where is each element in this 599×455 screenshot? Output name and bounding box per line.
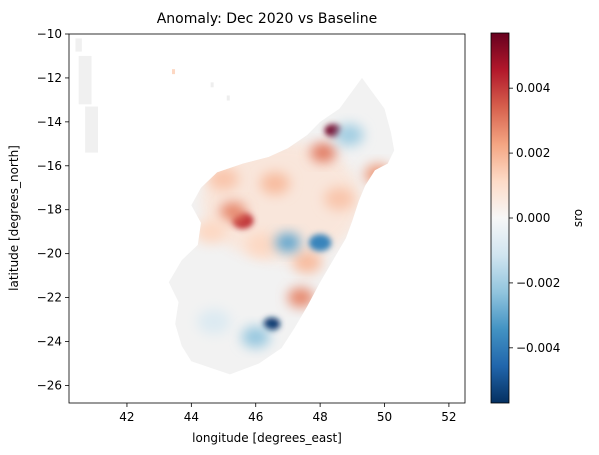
anomaly-cell-3 — [220, 202, 246, 222]
anomaly-cell-2 — [311, 143, 336, 162]
y-tick-label-3: −16 — [37, 159, 62, 173]
y-tick-label-4: −18 — [37, 203, 62, 217]
plot-area — [69, 34, 465, 403]
y-tick-label-0: −10 — [37, 27, 62, 41]
colorbar-tick-label-3: −0.002 — [516, 276, 560, 290]
chart-title: Anomaly: Dec 2020 vs Baseline — [157, 11, 378, 27]
x-tick-label-2: 46 — [248, 410, 263, 424]
coastal-strip-1 — [79, 56, 92, 104]
y-axis-label: latitude [degrees_north] — [7, 145, 21, 291]
x-tick-label-5: 52 — [441, 410, 456, 424]
colorbar-ticks: 0.004 0.002 0.000 −0.002 −0.004 — [509, 81, 560, 355]
anomaly-cell-13 — [263, 318, 280, 331]
anomaly-cell-16 — [242, 327, 270, 348]
colorbar-gradient — [491, 33, 509, 403]
anomaly-cell-9 — [324, 187, 354, 210]
y-tick-label-5: −20 — [37, 247, 62, 261]
anomaly-cell-10 — [246, 233, 278, 257]
y-tick-label-1: −12 — [37, 71, 62, 85]
colorbar-tick-label-1: 0.002 — [516, 146, 550, 160]
anomaly-cell-12 — [309, 234, 332, 251]
x-tick-label-4: 50 — [377, 410, 392, 424]
y-tick-label-7: −24 — [37, 335, 62, 349]
island-2 — [227, 96, 230, 101]
anomaly-cell-14 — [275, 233, 300, 252]
colorbar-tick-label-0: 0.004 — [516, 81, 550, 95]
y-axis-ticks: −10 −12 −14 −16 −18 −20 −22 −24 −26 — [37, 27, 69, 392]
x-tick-label-3: 48 — [312, 410, 327, 424]
island-1 — [211, 82, 214, 87]
y-tick-label-6: −22 — [37, 291, 62, 305]
coastal-strip-2 — [85, 106, 98, 152]
anomaly-cell-8 — [292, 251, 322, 273]
colorbar-tick-label-2: 0.000 — [516, 211, 550, 225]
anomaly-cell-6 — [260, 172, 290, 194]
anomaly-cell-17 — [197, 309, 230, 334]
x-axis-label: longitude [degrees_east] — [192, 431, 342, 445]
colorbar: 0.004 0.002 0.000 −0.002 −0.004 sro — [491, 33, 585, 403]
colorbar-tick-label-4: −0.004 — [516, 341, 560, 355]
x-tick-label-0: 42 — [119, 410, 134, 424]
anomaly-cell-15 — [335, 124, 364, 146]
colorbar-label: sro — [571, 209, 585, 227]
island-0 — [172, 69, 175, 74]
coastal-strip-0 — [75, 38, 81, 51]
x-tick-label-1: 44 — [184, 410, 199, 424]
y-tick-label-2: −14 — [37, 115, 62, 129]
x-axis-ticks: 42 44 46 48 50 52 — [119, 403, 456, 424]
y-tick-label-8: −26 — [37, 378, 62, 392]
